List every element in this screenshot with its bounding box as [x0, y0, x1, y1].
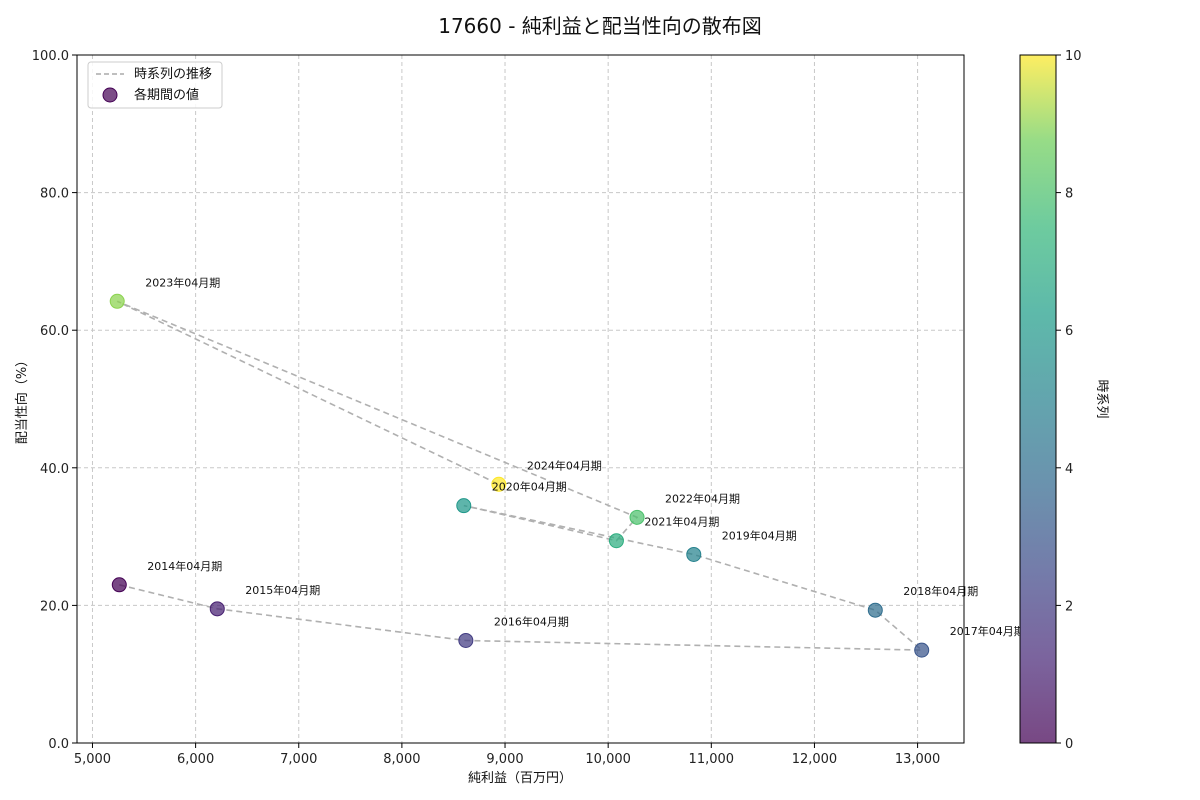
- point-label: 2015年04月期: [245, 583, 320, 597]
- colorbar-tick-label: 0: [1065, 737, 1073, 752]
- colorbar-gradient: [1020, 55, 1056, 743]
- data-markers: [109, 293, 930, 658]
- legend-marker-swatch: [102, 87, 118, 103]
- legend: 時系列の推移 各期間の値: [87, 61, 223, 109]
- data-point: [456, 498, 472, 514]
- data-point: [629, 509, 645, 525]
- point-label: 2023年04月期: [145, 275, 220, 289]
- y-tick-label: 0.0: [48, 737, 69, 752]
- y-tick-label: 80.0: [40, 187, 69, 202]
- y-tick-label: 60.0: [40, 324, 69, 339]
- point-label: 2017年04月期: [950, 624, 1025, 638]
- legend-marker-label: 各期間の値: [134, 87, 199, 103]
- x-tick-label: 11,000: [689, 752, 735, 767]
- data-point: [914, 642, 930, 658]
- x-tick-label: 6,000: [177, 752, 214, 767]
- data-point: [608, 533, 624, 549]
- x-axis-ticks: 5,000 6,000 7,000 8,000 9,000 10,000 11,000 12,…: [74, 743, 940, 767]
- point-label: 2020年04月期: [492, 480, 567, 494]
- data-point: [109, 293, 125, 309]
- series-path: [116, 300, 924, 651]
- colorbar-label: 時系列: [1094, 379, 1109, 418]
- colorbar-tick-label: 4: [1065, 462, 1073, 477]
- chart-title: 17660 - 純利益と配当性向の散布図: [438, 14, 762, 38]
- y-tick-label: 20.0: [40, 599, 69, 614]
- colorbar-tick-label: 8: [1065, 187, 1073, 202]
- data-point: [686, 546, 702, 562]
- data-point: [867, 602, 883, 618]
- x-tick-label: 12,000: [792, 752, 838, 767]
- colorbar-tick-label: 2: [1065, 599, 1073, 614]
- y-axis-ticks: 0.0 20.0 40.0 60.0 80.0 100.0: [32, 49, 77, 752]
- time-series-line: [116, 300, 924, 651]
- data-point: [491, 476, 507, 492]
- data-point: [458, 632, 474, 648]
- x-axis-label: 純利益（百万円）: [468, 771, 572, 786]
- colorbar-ticks: 0 2 4 6 8 10: [1056, 49, 1082, 752]
- colorbar-tick-label: 10: [1065, 49, 1082, 64]
- point-annotations: 2014年04月期 2015年04月期 2016年04月期 2017年04月期 2018…: [145, 275, 1025, 638]
- y-axis-label: 配当性向（%）: [14, 354, 30, 444]
- point-label: 2014年04月期: [147, 559, 222, 573]
- y-tick-label: 100.0: [32, 49, 69, 64]
- grid-lines: [77, 55, 964, 743]
- point-label: 2016年04月期: [494, 614, 569, 628]
- colorbar-tick-label: 6: [1065, 324, 1073, 339]
- legend-line-label: 時系列の推移: [134, 67, 212, 82]
- plot-frame: [76, 54, 965, 744]
- x-tick-label: 10,000: [585, 752, 631, 767]
- x-tick-label: 7,000: [280, 752, 317, 767]
- point-label: 2019年04月期: [722, 528, 797, 542]
- data-point: [111, 577, 127, 593]
- colorbar: 0 2 4 6 8 10 時系列: [1019, 49, 1109, 752]
- data-point: [209, 601, 225, 617]
- y-tick-label: 40.0: [40, 462, 69, 477]
- point-label: 2021年04月期: [644, 515, 719, 529]
- colorbar-frame: [1019, 54, 1057, 744]
- x-tick-label: 5,000: [74, 752, 111, 767]
- point-label: 2018年04月期: [903, 584, 978, 598]
- x-tick-label: 8,000: [383, 752, 420, 767]
- point-label: 2022年04月期: [665, 491, 740, 505]
- point-label: 2024年04月期: [527, 458, 602, 472]
- x-tick-label: 9,000: [486, 752, 523, 767]
- x-tick-label: 13,000: [895, 752, 941, 767]
